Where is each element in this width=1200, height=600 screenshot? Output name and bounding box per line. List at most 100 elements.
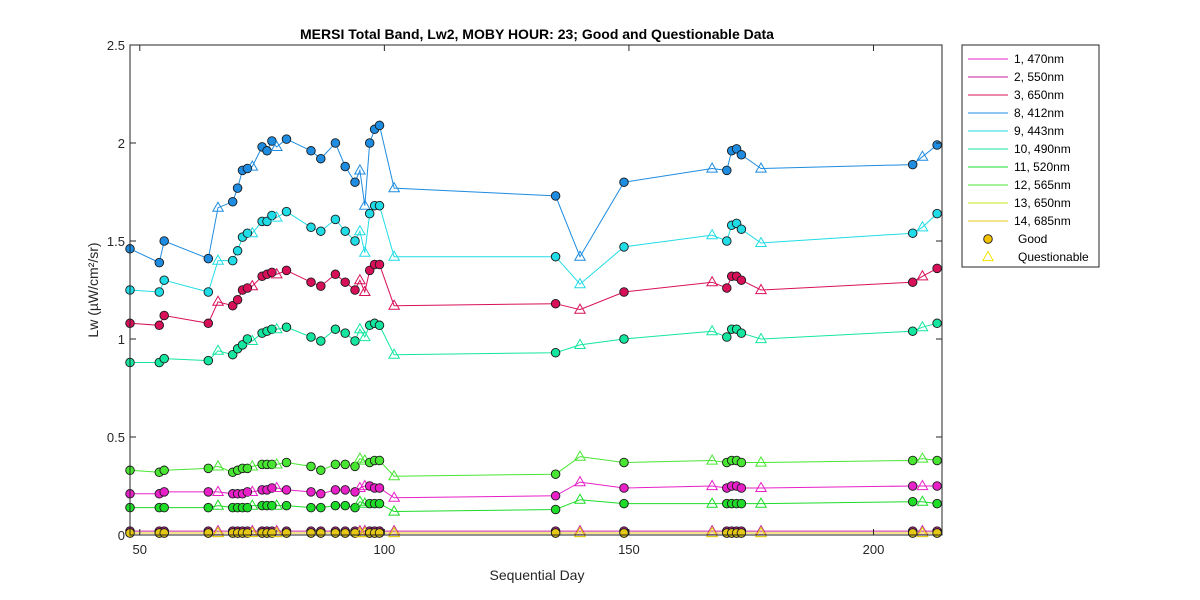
data-point-good	[203, 253, 214, 264]
x-tick-label: 50	[133, 542, 147, 557]
plot-background	[130, 45, 942, 535]
data-point-good	[736, 328, 747, 338]
data-point-questionable	[754, 161, 768, 173]
data-point-good	[374, 483, 385, 493]
data-point-good	[722, 332, 732, 342]
data-point-good	[242, 463, 253, 474]
data-point-good	[227, 197, 238, 207]
data-point-questionable	[246, 279, 259, 291]
data-point-good	[550, 251, 561, 262]
data-point-good	[330, 528, 341, 538]
legend-item: Questionable	[981, 250, 1089, 264]
y-tick-label: 0	[118, 528, 125, 543]
data-point-good	[374, 528, 385, 538]
data-point-good	[722, 236, 732, 246]
y-tick-label: 1	[118, 332, 125, 347]
data-point-questionable	[706, 324, 719, 336]
data-point-good	[550, 469, 561, 479]
y-tick-label: 2.5	[107, 38, 125, 53]
data-point-questionable	[211, 254, 225, 265]
data-point-good	[159, 502, 169, 513]
x-tick-label: 150	[618, 542, 640, 557]
y-tick-label: 1.5	[107, 234, 125, 249]
data-point-good	[550, 491, 561, 501]
data-point-good	[227, 255, 238, 266]
data-point-good	[203, 528, 214, 538]
y-tick-label: 0.5	[107, 430, 125, 445]
data-point-good	[907, 496, 918, 507]
data-point-questionable	[246, 485, 259, 496]
data-point-good	[203, 318, 214, 329]
data-point-good	[374, 498, 385, 509]
data-point-questionable	[270, 322, 283, 334]
data-point-questionable	[754, 526, 768, 538]
data-point-good	[330, 459, 341, 470]
data-point-good	[374, 200, 385, 211]
data-point-questionable	[573, 277, 587, 289]
data-point-good	[907, 528, 918, 538]
data-point-good	[267, 483, 277, 493]
data-point-good	[550, 504, 561, 515]
data-point-good	[340, 485, 350, 495]
data-point-questionable	[573, 303, 587, 314]
data-point-good	[316, 226, 326, 236]
data-point-good	[159, 275, 169, 285]
data-point-questionable	[916, 495, 929, 506]
data-point-good	[550, 528, 561, 538]
data-point-good	[907, 159, 918, 170]
legend-label: Questionable	[1018, 250, 1089, 264]
data-point-questionable	[706, 497, 719, 508]
data-point-good	[316, 489, 326, 499]
legend-item: 8, 412nm	[968, 106, 1064, 120]
data-point-questionable	[270, 140, 283, 151]
data-point-questionable	[246, 526, 259, 538]
data-point-good	[907, 326, 918, 336]
data-point-good	[736, 483, 747, 493]
data-point-good	[262, 146, 272, 156]
data-point-good	[374, 259, 385, 270]
data-point-good	[316, 528, 326, 538]
series-3	[125, 259, 942, 331]
data-point-good	[736, 224, 747, 234]
legend-item: 9, 443nm	[968, 124, 1064, 138]
data-point-questionable	[754, 236, 768, 247]
data-point-questionable	[573, 526, 587, 538]
data-point-good	[736, 150, 747, 160]
data-point-questionable	[353, 452, 366, 463]
data-point-questionable	[916, 452, 929, 463]
data-point-good	[364, 208, 375, 219]
data-point-good	[340, 277, 350, 287]
data-point-good	[306, 146, 316, 156]
data-point-questionable	[211, 526, 225, 538]
plot-frame	[129, 44, 943, 536]
data-point-good	[306, 461, 316, 472]
data-point-good	[932, 528, 942, 538]
data-point-questionable	[270, 457, 283, 469]
data-point-questionable	[388, 250, 401, 261]
data-point-good	[932, 140, 942, 150]
data-point-questionable	[754, 481, 768, 492]
legend-item: Good	[983, 232, 1047, 246]
data-point-good	[340, 528, 350, 538]
data-point-questionable	[573, 250, 587, 261]
data-point-questionable	[358, 285, 371, 296]
data-point-good	[350, 177, 360, 187]
data-point-questionable	[573, 475, 587, 487]
tick-layer: 50 100 150 200 0 0.5 1 1.5 2 2.5	[107, 38, 942, 557]
data-point-good	[316, 281, 326, 291]
data-point-questionable	[754, 332, 768, 344]
data-point-good	[722, 165, 732, 176]
data-point-questionable	[388, 181, 401, 193]
data-point-good	[932, 318, 942, 329]
legend: 1, 470nm 2, 550nm 3, 650nm 8, 412nm 9, 443nm…	[961, 44, 1100, 268]
data-point-questionable	[270, 481, 283, 492]
data-point-good	[350, 285, 360, 295]
data-point-good	[267, 500, 277, 511]
data-point-questionable	[211, 499, 225, 510]
y-tick-label: 2	[118, 136, 125, 151]
legend-box	[961, 44, 1100, 268]
legend-item: 2, 550nm	[968, 70, 1064, 84]
data-point-good	[203, 287, 214, 297]
data-point-good	[340, 226, 350, 236]
data-point-good	[907, 277, 918, 287]
